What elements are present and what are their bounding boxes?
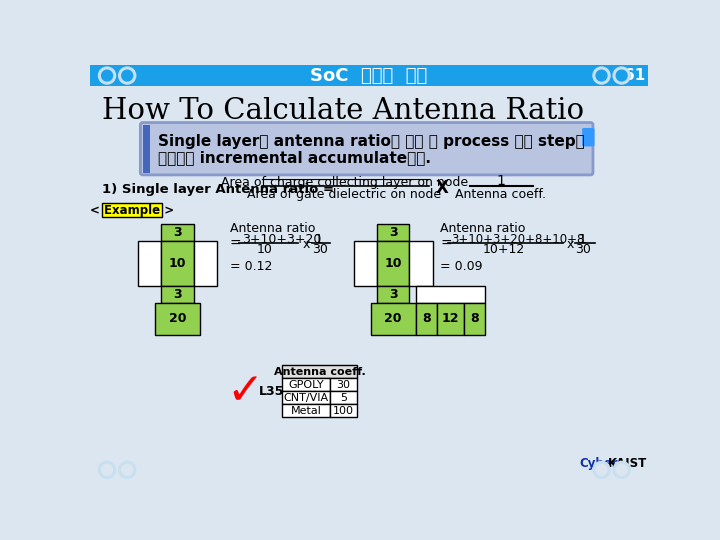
Bar xyxy=(415,303,437,335)
Text: 30: 30 xyxy=(336,380,351,390)
Text: Antenna coeff.: Antenna coeff. xyxy=(455,188,546,201)
Text: CNT/VIA: CNT/VIA xyxy=(284,393,329,403)
Bar xyxy=(282,378,330,392)
Circle shape xyxy=(613,67,630,84)
Bar xyxy=(371,303,415,335)
Text: 30: 30 xyxy=(575,243,591,256)
Text: 12: 12 xyxy=(441,313,459,326)
Text: Antenna coeff.: Antenna coeff. xyxy=(274,367,365,376)
Bar xyxy=(377,241,409,286)
Text: 100: 100 xyxy=(333,406,354,416)
Bar xyxy=(415,286,485,303)
Text: 10: 10 xyxy=(168,257,186,270)
Bar xyxy=(161,224,194,241)
Circle shape xyxy=(613,461,630,478)
Bar xyxy=(282,365,356,378)
Text: 3: 3 xyxy=(389,288,397,301)
Circle shape xyxy=(122,464,132,475)
Circle shape xyxy=(616,70,627,81)
Bar xyxy=(102,204,162,217)
Text: 8: 8 xyxy=(470,313,479,326)
Bar xyxy=(161,286,194,303)
Circle shape xyxy=(102,464,112,475)
Circle shape xyxy=(99,67,116,84)
Text: Single layer의 antenna ratio를 구한 후 process 진행 step과: Single layer의 antenna ratio를 구한 후 proces… xyxy=(158,134,585,149)
Text: 동일하게 incremental accumulate한다.: 동일하게 incremental accumulate한다. xyxy=(158,151,431,165)
Text: Cyber: Cyber xyxy=(580,457,618,470)
Circle shape xyxy=(593,461,610,478)
Text: Metal: Metal xyxy=(291,406,322,416)
Text: 30: 30 xyxy=(312,243,328,256)
Text: =: = xyxy=(441,237,452,251)
Circle shape xyxy=(119,67,136,84)
Text: Area of charge collecting layer on node: Area of charge collecting layer on node xyxy=(220,176,468,189)
Circle shape xyxy=(119,461,136,478)
Circle shape xyxy=(102,70,112,81)
Bar xyxy=(143,125,150,173)
Text: 3: 3 xyxy=(174,226,182,239)
Bar xyxy=(194,241,217,286)
Text: 5: 5 xyxy=(340,393,347,403)
Text: 8: 8 xyxy=(422,313,431,326)
FancyBboxPatch shape xyxy=(582,128,595,146)
Text: = 0.09: = 0.09 xyxy=(441,260,483,273)
Text: x: x xyxy=(302,238,310,251)
Text: = 0.12: = 0.12 xyxy=(230,260,272,273)
Text: 1: 1 xyxy=(496,174,505,188)
Text: How To Calculate Antenna Ratio: How To Calculate Antenna Ratio xyxy=(102,97,584,125)
Text: 61: 61 xyxy=(624,68,645,83)
Text: X: X xyxy=(436,179,449,197)
Circle shape xyxy=(596,70,607,81)
Circle shape xyxy=(616,464,627,475)
Bar xyxy=(464,303,485,335)
Bar xyxy=(409,241,433,286)
Bar xyxy=(155,303,200,335)
Bar xyxy=(437,303,464,335)
Bar xyxy=(377,224,409,241)
Text: 3+10+3+20: 3+10+3+20 xyxy=(242,233,321,246)
Text: KAIST: KAIST xyxy=(608,457,647,470)
Bar xyxy=(138,241,161,286)
Text: ✓: ✓ xyxy=(226,370,264,413)
Text: 3: 3 xyxy=(174,288,182,301)
Text: SoC  설계의  검증: SoC 설계의 검증 xyxy=(310,66,428,85)
Text: 1: 1 xyxy=(578,233,586,246)
Bar xyxy=(330,378,356,392)
Text: 20: 20 xyxy=(168,313,186,326)
Text: x: x xyxy=(567,238,574,251)
Text: Antenna ratio: Antenna ratio xyxy=(230,222,315,235)
Text: GPOLY: GPOLY xyxy=(289,380,324,390)
Circle shape xyxy=(593,67,610,84)
Bar xyxy=(330,404,356,417)
FancyBboxPatch shape xyxy=(140,123,593,175)
Circle shape xyxy=(99,461,116,478)
Text: 10: 10 xyxy=(384,257,402,270)
Text: =: = xyxy=(230,237,241,251)
Text: 3: 3 xyxy=(389,226,397,239)
Text: 1) Single layer Antenna ratio =: 1) Single layer Antenna ratio = xyxy=(102,183,333,196)
Circle shape xyxy=(596,464,607,475)
Bar xyxy=(282,404,330,417)
Bar xyxy=(330,392,356,404)
Bar xyxy=(161,241,194,286)
Bar xyxy=(282,392,330,404)
Text: Area of gate dielectric on node: Area of gate dielectric on node xyxy=(247,188,441,201)
Bar xyxy=(354,241,377,286)
Text: 10: 10 xyxy=(256,243,272,256)
Text: 1: 1 xyxy=(315,233,323,246)
Text: 3+10+3+20+8+10+8: 3+10+3+20+8+10+8 xyxy=(451,233,585,246)
Text: < Example >: < Example > xyxy=(90,204,174,217)
Bar xyxy=(377,286,409,303)
Text: Antenna ratio: Antenna ratio xyxy=(441,222,526,235)
Circle shape xyxy=(122,70,132,81)
Text: L35: L35 xyxy=(258,385,284,398)
Text: 20: 20 xyxy=(384,313,402,326)
Bar xyxy=(90,65,648,86)
Text: 10+12: 10+12 xyxy=(483,243,525,256)
